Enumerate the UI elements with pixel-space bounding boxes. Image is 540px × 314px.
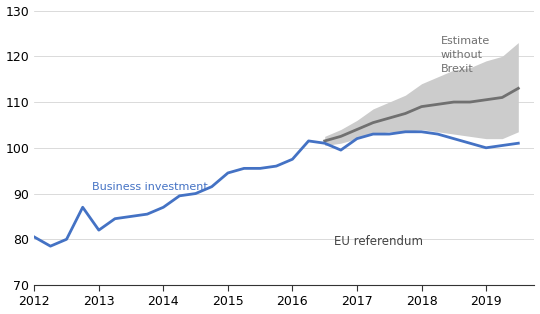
Text: Estimate
without
Brexit: Estimate without Brexit xyxy=(441,36,490,74)
Text: Business investment: Business investment xyxy=(92,182,208,192)
Text: EU referendum: EU referendum xyxy=(334,235,423,248)
